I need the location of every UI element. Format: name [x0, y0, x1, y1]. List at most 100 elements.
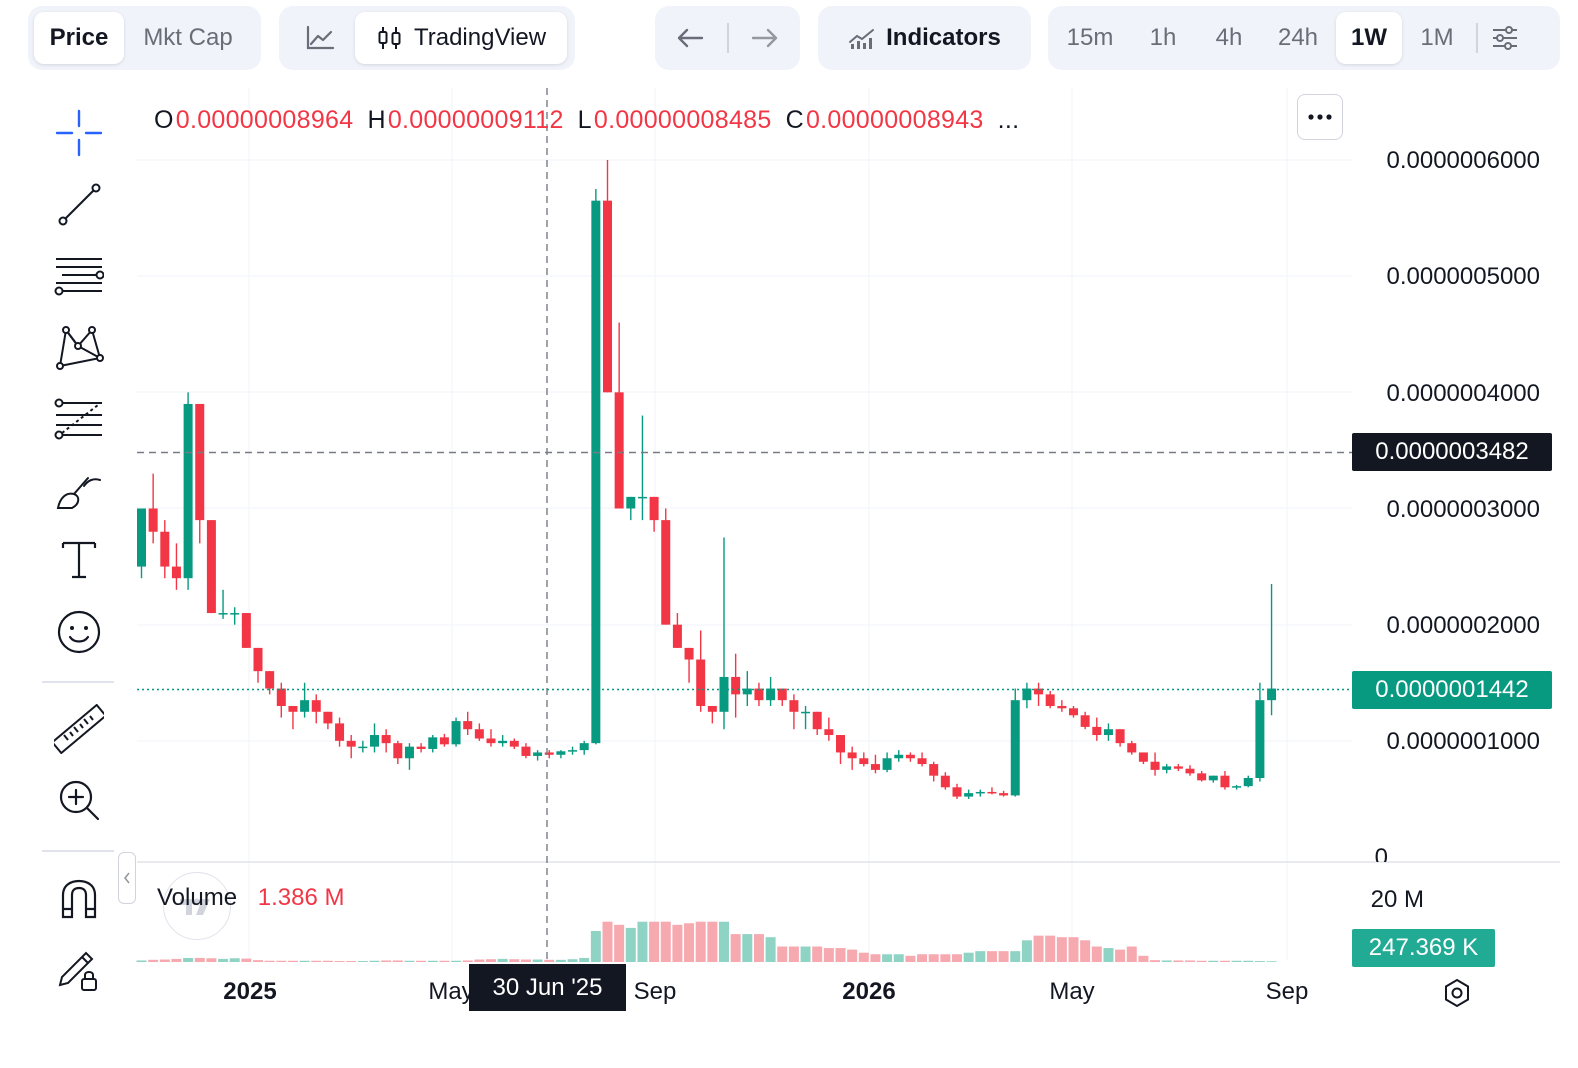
trendline-tool[interactable]	[52, 177, 106, 231]
candle-body	[812, 711, 822, 730]
interval-24h[interactable]: 24h	[1277, 24, 1319, 51]
volume-bar	[672, 924, 683, 962]
tradingview-label: TradingView	[413, 24, 547, 51]
interval-1w[interactable]: 1W	[1336, 12, 1402, 64]
candle-body	[789, 700, 799, 712]
volume-last-tag: 247.369 K	[1352, 929, 1495, 967]
candle-body	[672, 624, 682, 648]
last-price-tag: 0.0000001442	[1352, 671, 1552, 709]
volume-bar	[183, 957, 194, 962]
volume-bar	[264, 960, 275, 962]
volume-bar	[1126, 946, 1137, 962]
price-axis-label: 0.0000002000	[1386, 612, 1541, 639]
volume-bars	[136, 921, 1277, 962]
scale-settings-button[interactable]	[1438, 974, 1476, 1012]
volume-bar	[439, 960, 450, 962]
volume-bar	[882, 954, 893, 962]
price-tab[interactable]: Price	[34, 12, 124, 64]
fib-tool[interactable]	[52, 390, 106, 444]
candle-body	[1232, 786, 1242, 788]
interval-15m[interactable]: 15m	[1066, 24, 1114, 51]
volume-bar	[847, 949, 858, 962]
volume-bar	[765, 937, 776, 962]
volume-bar	[614, 924, 625, 962]
sliders-icon	[1493, 26, 1517, 50]
time-axis-label: Sep	[633, 978, 677, 1005]
candle-body	[428, 737, 438, 749]
candle-body	[777, 688, 787, 701]
volume-bar	[1045, 935, 1056, 962]
volume-bar	[1091, 946, 1102, 962]
candle-body	[288, 705, 298, 712]
magnet-tool[interactable]	[52, 872, 106, 926]
volume-bar	[520, 959, 531, 962]
horizontal-lines-tool[interactable]	[52, 248, 106, 302]
legend-more[interactable]: ...	[997, 106, 1020, 134]
pattern-tool[interactable]	[52, 319, 106, 373]
candle-body	[1208, 775, 1218, 781]
redo-button[interactable]	[740, 26, 790, 50]
volume-bar	[800, 946, 811, 962]
candle-body	[195, 403, 205, 521]
volume-legend: Volume 1.386 M	[157, 884, 344, 912]
volume-bar	[707, 921, 718, 962]
candle-body	[929, 764, 939, 776]
chart-grid	[137, 88, 1560, 960]
volume-bar	[229, 958, 240, 962]
measure-tool[interactable]	[52, 702, 106, 756]
crosshair-date-tag: 30 Jun '25	[469, 964, 626, 1011]
candle-body	[323, 711, 333, 724]
candle-body	[335, 723, 345, 741]
volume-bar	[649, 921, 660, 962]
tradingview-button[interactable]: TradingView	[355, 12, 567, 64]
volume-bar	[322, 960, 333, 962]
volume-bar	[392, 960, 403, 962]
volume-bar	[1243, 960, 1254, 962]
low-key: L	[577, 106, 592, 134]
crosshair-tool[interactable]	[52, 106, 106, 160]
candle-body	[952, 787, 962, 797]
volume-bar	[1056, 937, 1067, 962]
text-tool[interactable]	[52, 532, 106, 586]
interval-1h[interactable]: 1h	[1149, 24, 1177, 51]
volume-bar	[835, 948, 846, 962]
candle-body	[253, 647, 263, 672]
collapse-toolbar-handle[interactable]	[118, 852, 136, 904]
candle-body	[171, 566, 181, 579]
candle-body	[836, 735, 845, 753]
candle-body	[684, 647, 694, 660]
brush-tool[interactable]	[52, 461, 106, 515]
interval-1m[interactable]: 1M	[1420, 24, 1454, 51]
line-chart-button[interactable]	[285, 12, 355, 64]
zoom-tool[interactable]	[52, 773, 106, 827]
pencil-lock-icon	[58, 951, 97, 991]
interval-4h[interactable]: 4h	[1215, 24, 1243, 51]
chart-settings-button[interactable]	[1482, 25, 1528, 51]
undo-button[interactable]	[665, 26, 715, 50]
tradingview-watermark	[163, 872, 231, 940]
volume-bar	[998, 951, 1009, 962]
candle-body	[649, 496, 659, 521]
lock-drawings-tool[interactable]	[52, 943, 106, 997]
volume-bar	[1010, 951, 1021, 962]
volume-bar	[311, 960, 322, 962]
mktcap-tab[interactable]: Mkt Cap	[143, 24, 233, 51]
indicators-button[interactable]: Indicators	[818, 6, 1031, 70]
candle-body	[137, 508, 146, 567]
emoji-tool[interactable]	[52, 605, 106, 659]
zoom-in-icon	[59, 780, 100, 821]
candle-body	[614, 392, 624, 509]
divider	[726, 23, 729, 53]
ellipsis-icon	[1308, 114, 1332, 120]
candle-body	[1267, 688, 1277, 701]
more-options-button[interactable]	[1297, 94, 1343, 140]
volume-bar	[1068, 937, 1079, 962]
volume-bar	[940, 954, 951, 962]
candle-body	[999, 793, 1009, 796]
candle-body	[241, 613, 251, 648]
candle-body	[1243, 778, 1253, 787]
chart-type-toggle: TradingView	[279, 6, 575, 70]
volume-bar	[241, 958, 252, 962]
volume-bar	[1254, 961, 1265, 962]
candle-body	[1103, 729, 1113, 736]
